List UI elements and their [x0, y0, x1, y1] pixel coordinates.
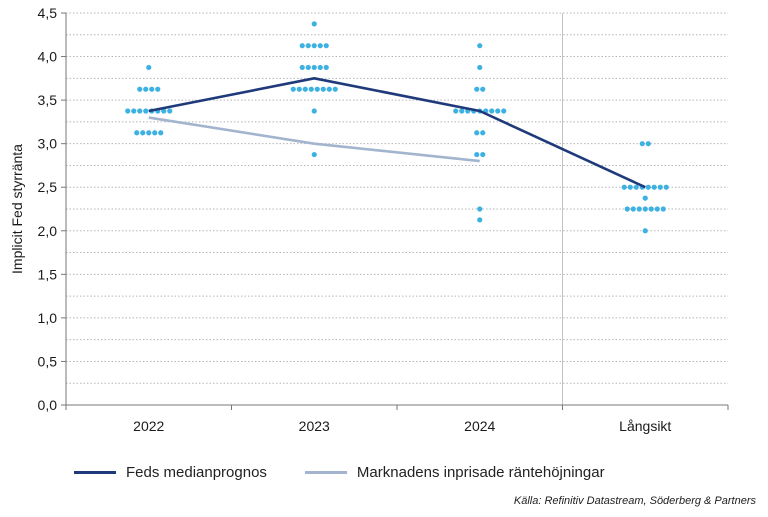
- dot-point: [308, 86, 314, 92]
- dot-point: [477, 64, 483, 71]
- x-tick-label: 2024: [464, 418, 495, 434]
- dot-point: [143, 108, 149, 114]
- dot-point: [621, 184, 627, 190]
- dot-point: [624, 206, 630, 212]
- dot-point: [642, 206, 648, 212]
- dot-point: [311, 21, 317, 27]
- dot-point: [645, 141, 651, 147]
- x-tick-label: 2023: [299, 418, 330, 434]
- dot-point: [474, 130, 480, 136]
- series-line-median: [148, 77, 646, 189]
- dot-point: [657, 184, 663, 190]
- legend-label-market: Marknadens inprisade räntehöjningar: [356, 464, 605, 481]
- dot-point: [149, 86, 155, 92]
- dot-point: [501, 108, 507, 114]
- legend-swatch-market: [304, 471, 347, 474]
- y-tick-label: 0,0: [38, 397, 58, 413]
- dot-point: [636, 206, 642, 212]
- dot-point: [326, 86, 332, 92]
- y-axis-title: Implicit Fed styrränta: [9, 144, 25, 274]
- dot-point: [459, 108, 465, 114]
- dot-point: [480, 130, 486, 136]
- dot-point: [480, 86, 486, 92]
- dot-point: [143, 86, 149, 92]
- legend: Feds medianprognos Marknadens inprisade …: [74, 464, 643, 481]
- dot-point: [158, 130, 164, 136]
- dot-point: [477, 217, 483, 223]
- dot-point: [305, 43, 311, 49]
- y-tick-label: 2,5: [38, 179, 58, 195]
- dot-point: [660, 206, 666, 212]
- dot-point: [489, 108, 495, 114]
- dot-point: [651, 184, 657, 190]
- dot-point: [311, 64, 317, 71]
- y-tick-label: 3,5: [38, 92, 58, 108]
- dot-point: [320, 86, 326, 92]
- dot-point: [477, 206, 483, 212]
- y-tick-label: 2,0: [38, 223, 58, 239]
- legend-swatch-median: [74, 471, 116, 474]
- legend-label-median: Feds medianprognos: [126, 464, 267, 481]
- dot-point: [474, 151, 480, 158]
- dot-point: [654, 206, 660, 212]
- dot-point: [663, 184, 669, 190]
- dot-point: [642, 195, 648, 201]
- dot-point: [125, 108, 131, 114]
- dot-point: [311, 108, 317, 114]
- dot-point: [639, 141, 645, 147]
- dot-point: [311, 151, 317, 158]
- dot-point: [305, 64, 311, 71]
- dot-point: [645, 184, 651, 190]
- dot-point: [161, 108, 167, 114]
- dot-point: [140, 130, 146, 136]
- legend-item-market: Marknadens inprisade räntehöjningar: [304, 464, 605, 481]
- dot-point: [642, 228, 648, 234]
- y-tick-label: 3,0: [38, 136, 58, 152]
- dot-point: [648, 206, 654, 212]
- dot-point: [290, 86, 296, 92]
- x-tick-label: Långsikt: [619, 418, 671, 434]
- dot-point: [299, 43, 305, 49]
- series-line-market: [148, 116, 480, 163]
- y-tick-label: 4,5: [38, 5, 58, 21]
- dot-point: [167, 108, 173, 114]
- source-note: Källa: Refinitiv Datastream, Söderberg &…: [513, 495, 756, 507]
- dot-point: [474, 86, 480, 92]
- dot-point: [495, 108, 501, 114]
- dot-point: [323, 43, 329, 49]
- dot-point: [137, 86, 143, 92]
- dot-point: [317, 64, 323, 71]
- dot-point: [323, 64, 329, 71]
- x-tick-label: 2022: [133, 418, 164, 434]
- dot-point: [296, 86, 302, 92]
- dot-point: [314, 86, 320, 92]
- dot-point: [302, 86, 308, 92]
- dot-point: [630, 206, 636, 212]
- dot-point: [155, 86, 161, 92]
- dot-point: [134, 130, 140, 136]
- dot-point: [299, 64, 305, 71]
- y-tick-label: 1,0: [38, 310, 58, 326]
- dot-point: [131, 108, 137, 114]
- dot-point: [152, 130, 158, 136]
- dot-point: [137, 108, 143, 114]
- dot-point: [633, 184, 639, 190]
- dot-point: [146, 130, 152, 136]
- dot-point: [477, 43, 483, 49]
- dot-point: [311, 43, 317, 49]
- dot-point: [627, 184, 633, 190]
- dot-point: [480, 151, 486, 158]
- dot-point: [453, 108, 459, 114]
- dot-point: [332, 86, 338, 92]
- legend-item-median: Feds medianprognos: [74, 464, 267, 481]
- y-tick-label: 4,0: [38, 49, 58, 65]
- y-tick-label: 1,5: [38, 266, 58, 282]
- dot-point: [146, 64, 152, 71]
- y-tick-label: 0,5: [38, 353, 58, 369]
- dot-point: [317, 43, 323, 49]
